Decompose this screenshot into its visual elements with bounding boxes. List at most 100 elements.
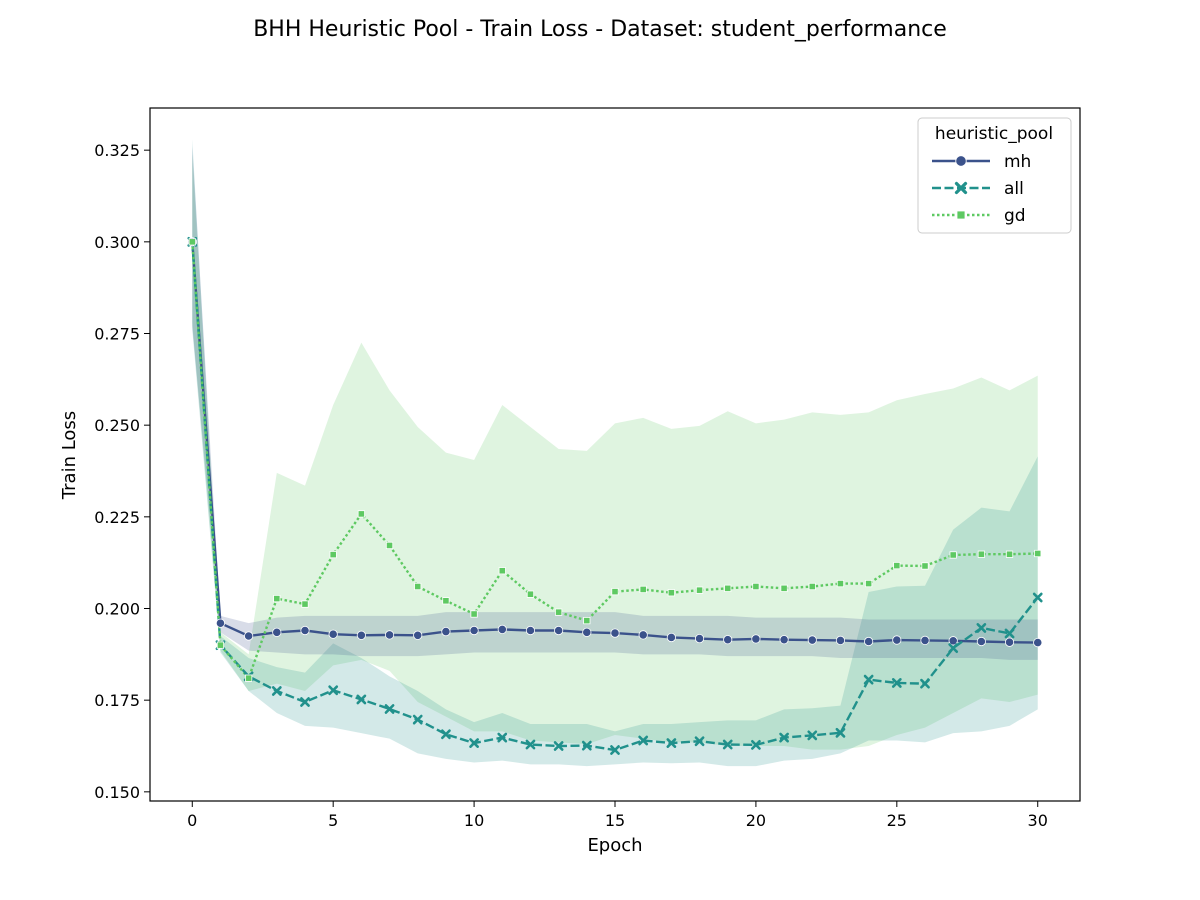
point-mh-24 — [864, 636, 874, 647]
point-mh-16 — [638, 630, 648, 640]
x-axis-ticks: 0 5 10 15 20 25 30 — [187, 801, 1048, 830]
point-mh-27 — [948, 636, 958, 646]
point-all-19 — [722, 739, 733, 750]
point-gd-23 — [836, 579, 845, 588]
point-all-20 — [751, 740, 761, 750]
x-tick-label-25: 25 — [887, 811, 907, 830]
y-tick-label-5: 0.275 — [94, 325, 140, 344]
x-tick-label-5: 5 — [328, 811, 338, 830]
point-all-22 — [807, 730, 818, 741]
point-mh-1 — [215, 618, 226, 628]
legend-label-mh: mh — [1004, 152, 1031, 172]
point-all-15 — [610, 745, 620, 755]
point-mh-30 — [1033, 637, 1043, 648]
y-tick-label-3: 0.225 — [94, 508, 140, 527]
legend-label-all: all — [1004, 179, 1024, 199]
point-all-18 — [694, 736, 705, 747]
point-mh-3 — [272, 627, 282, 637]
point-mh-8 — [413, 630, 423, 640]
point-all-26 — [920, 678, 930, 689]
point-gd-22 — [808, 582, 816, 591]
y-tick-label-4: 0.250 — [94, 416, 140, 435]
point-mh-5 — [328, 629, 338, 639]
point-mh-19 — [723, 635, 733, 645]
point-gd-26 — [921, 562, 929, 570]
point-mh-7 — [384, 630, 395, 640]
point-gd-16 — [639, 585, 647, 594]
point-mh-28 — [976, 636, 986, 647]
point-all-23 — [835, 727, 846, 738]
confidence-bands — [192, 139, 1038, 767]
legend-title: heuristic_pool — [935, 124, 1053, 144]
point-mh-10 — [469, 625, 479, 636]
point-mh-17 — [666, 632, 676, 643]
point-gd-9 — [442, 597, 450, 605]
point-gd-12 — [526, 590, 535, 598]
point-all-7 — [384, 704, 395, 714]
legend: heuristic_pool mh all gd — [917, 117, 1072, 234]
point-mh-12 — [525, 625, 536, 636]
point-gd-17 — [667, 589, 675, 597]
point-gd-10 — [470, 610, 478, 618]
point-all-28 — [976, 623, 987, 633]
legend-box — [917, 117, 1072, 234]
point-gd-3 — [273, 595, 281, 603]
point-gd-25 — [893, 562, 901, 570]
y-axis-ticks: 0.150 0.175 0.200 0.225 0.250 0.275 0.300 0.325 — [94, 141, 150, 802]
point-gd-11 — [498, 567, 506, 575]
point-all-9 — [441, 729, 451, 740]
point-gd-24 — [865, 579, 873, 588]
point-all-16 — [638, 735, 649, 746]
point-gd-5 — [329, 551, 337, 559]
point-mh-6 — [356, 630, 366, 640]
point-all-8 — [412, 714, 423, 725]
point-gd-2 — [245, 674, 253, 682]
y-tick-label-0: 0.150 — [94, 783, 140, 802]
point-all-29 — [1004, 628, 1015, 639]
legend-label-gd: gd — [1004, 206, 1026, 226]
legend-marker-all — [954, 181, 968, 195]
point-mh-4 — [300, 625, 310, 636]
point-all-27 — [948, 643, 959, 653]
x-tick-label-20: 20 — [746, 811, 766, 830]
point-mh-18 — [694, 633, 705, 644]
x-tick-label-15: 15 — [605, 811, 625, 830]
point-all-12 — [525, 739, 536, 750]
point-mh-13 — [554, 625, 564, 636]
point-all-25 — [891, 678, 902, 688]
point-all-21 — [779, 732, 789, 743]
point-mh-20 — [751, 634, 761, 644]
point-gd-15 — [611, 588, 619, 596]
point-gd-30 — [1034, 549, 1042, 558]
point-gd-7 — [385, 541, 394, 550]
legend-marker-gd — [956, 210, 966, 220]
y-tick-label-1: 0.175 — [94, 691, 140, 710]
legend-entry-all: all — [932, 179, 1024, 199]
point-gd-8 — [414, 582, 422, 591]
point-mh-9 — [441, 626, 451, 637]
point-all-3 — [271, 686, 282, 696]
x-axis-label: Epoch — [587, 835, 642, 856]
y-tick-label-6: 0.300 — [94, 233, 140, 252]
y-tick-label-2: 0.200 — [94, 600, 140, 619]
band-all — [192, 139, 1038, 767]
band-gd — [192, 153, 1038, 750]
point-all-4 — [300, 697, 310, 707]
point-gd-6 — [357, 510, 365, 518]
point-mh-29 — [1004, 637, 1015, 647]
x-tick-label-10: 10 — [464, 811, 484, 830]
point-mh-26 — [920, 635, 930, 646]
point-gd-28 — [977, 550, 985, 558]
point-all-13 — [553, 741, 564, 751]
point-all-30 — [1032, 592, 1043, 603]
point-all-10 — [469, 738, 479, 748]
point-gd-4 — [301, 600, 309, 608]
point-mh-21 — [779, 635, 789, 645]
x-tick-label-30: 30 — [1028, 811, 1048, 830]
point-mh-25 — [892, 635, 902, 645]
point-all-11 — [497, 732, 508, 743]
point-all-17 — [666, 738, 677, 748]
point-mh-11 — [497, 624, 507, 635]
legend-entry-gd: gd — [932, 206, 1026, 226]
